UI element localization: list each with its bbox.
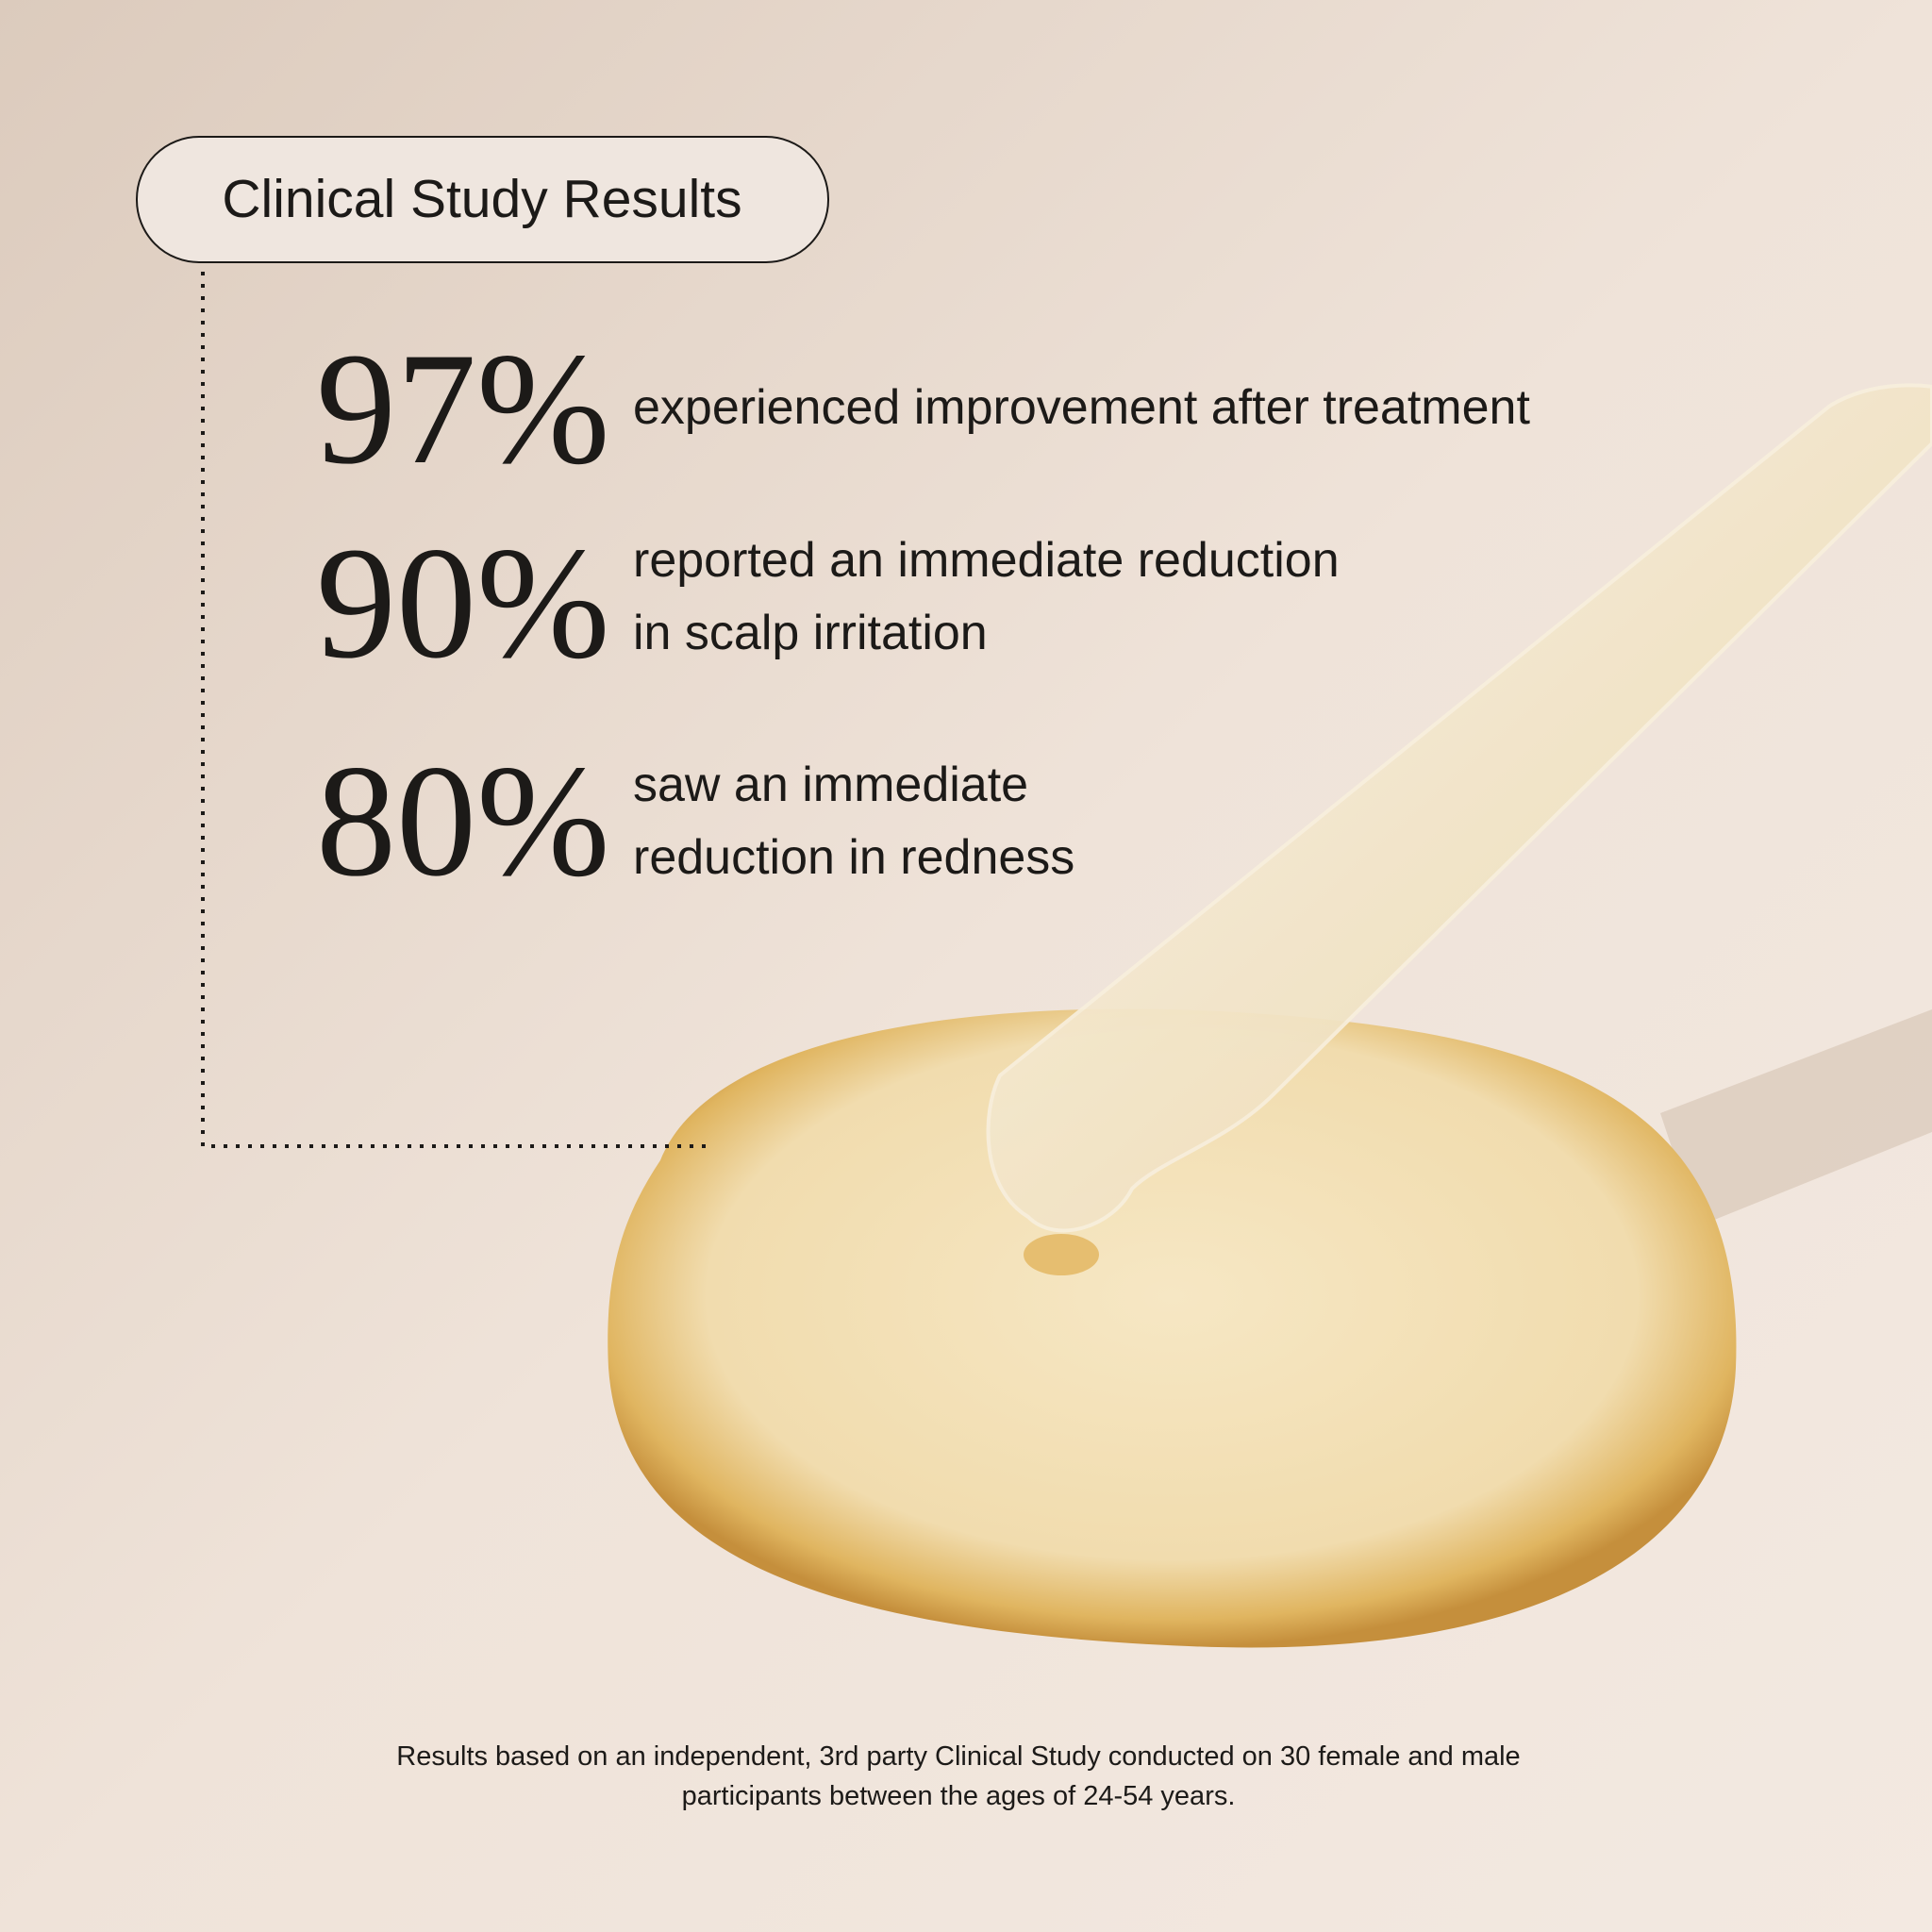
stat-value: 97% [316,320,610,497]
footnote: Results based on an independent, 3rd par… [396,1741,1520,1772]
stat-text: reported an immediate reduction [633,533,1340,588]
stat-text: in scalp irritation [633,606,988,660]
stat-value: 90% [316,514,610,691]
dotted-bracket [201,272,714,1148]
stat-text: experienced improvement after treatment [633,380,1530,435]
dropper [986,383,1932,1233]
droplet [1024,1234,1099,1275]
stat-value: 80% [316,732,610,909]
shadow [1660,1009,1932,1226]
oil-puddle [608,1008,1737,1648]
badge-title: Clinical Study Results [222,169,741,229]
stat-text: reduction in redness [633,830,1074,885]
stat-text: saw an immediate [633,758,1028,812]
badge [136,136,829,263]
footnote: participants between the ages of 24-54 y… [682,1781,1236,1811]
